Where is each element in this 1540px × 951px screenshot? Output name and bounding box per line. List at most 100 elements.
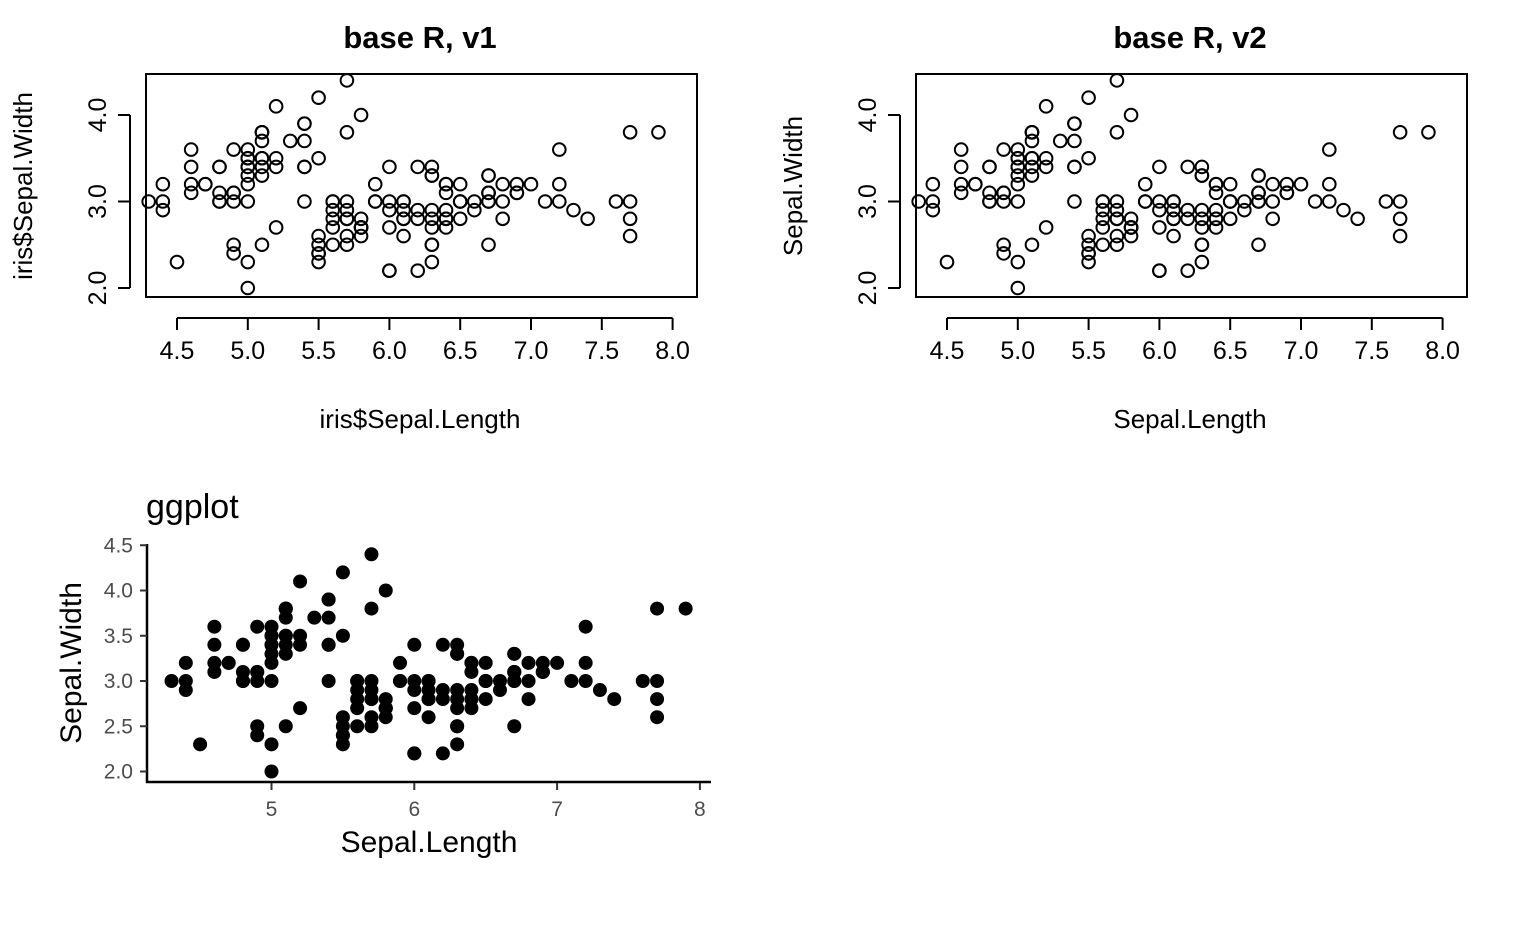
data-point [1237,194,1252,209]
data-point [1038,159,1054,175]
x-tick-label: 7.0 [1284,337,1319,365]
data-point [552,142,567,157]
data-point [226,246,241,261]
data-point [325,211,341,227]
data-point [311,254,326,270]
data-point [450,737,465,752]
data-point [311,237,326,253]
data-point [481,194,496,209]
data-point [1222,176,1238,192]
data-point [1265,176,1280,192]
data-point [1180,159,1196,175]
data-point [1421,125,1436,140]
data-point [1194,254,1210,270]
data-point [1152,194,1167,209]
data-point [321,674,336,688]
data-point [1166,228,1181,244]
chart-title: ggplot [146,488,239,526]
data-point [467,194,482,209]
plot-box [145,73,698,298]
panel-ggplot: ggplot 5 6 7 8 2.0 2.5 3.0 3.5 4.0 4.5 Sepal.Leng… [55,488,711,859]
data-point [1251,237,1266,253]
data-point [382,159,397,175]
data-point [1322,176,1337,192]
data-point [1166,202,1181,218]
data-point [339,211,355,227]
data-point [481,168,496,183]
data-point [325,220,341,235]
data-point [1123,107,1139,123]
data-point [321,637,336,652]
data-point [622,228,638,244]
data-point [580,211,595,227]
data-point [1095,220,1111,235]
data-point [1081,150,1096,166]
data-point [650,674,665,688]
data-point [335,710,350,725]
data-point [1194,237,1210,253]
data-point [578,619,593,634]
data-point [311,90,326,105]
data-point [1067,159,1082,175]
data-point [1208,220,1224,235]
data-point [1180,263,1196,279]
x-tick-label: 8 [694,798,706,821]
y-axis-label: Sepal.Width [778,116,808,256]
data-point [250,619,265,634]
data-point [396,211,411,227]
data-point [435,746,450,761]
data-point [1251,194,1266,209]
data-point [452,176,468,192]
data-point [1293,176,1309,192]
x-tick-label: 7 [551,798,563,821]
data-point [953,185,969,201]
data-point [353,211,369,227]
data-point [207,655,222,670]
data-point [235,637,250,652]
data-point [350,674,365,688]
data-point [410,211,426,227]
data-point [282,133,298,149]
data-point [335,565,350,580]
x-tick-label: 6.5 [1213,337,1248,365]
data-point [438,211,454,227]
data-point [1109,194,1125,209]
x-tick-label: 4.5 [160,337,195,365]
data-point [268,159,284,175]
data-point [155,176,171,192]
data-point [1095,202,1111,218]
chart-title: base R, v2 [1113,20,1266,55]
data-point [278,637,293,652]
data-point [407,637,422,652]
x-tick-label: 6.0 [372,337,407,365]
data-point [608,194,624,209]
data-point [911,194,926,209]
data-point [435,692,450,707]
data-point [507,719,522,734]
x-tick-label: 7.5 [1354,337,1389,365]
data-point [1010,150,1026,166]
data-point [183,142,199,157]
data-point [1279,185,1295,201]
y-tick-label: 3.0 [104,670,133,693]
data-point [278,601,293,616]
data-point [537,194,553,209]
data-point [193,737,208,752]
data-point [622,125,638,140]
data-point [240,176,256,192]
data-point [509,185,525,201]
data-point [240,150,256,166]
data-point [953,142,969,157]
data-point [1038,99,1054,114]
data-point [212,194,227,209]
data-point [396,194,411,209]
data-point [393,674,408,688]
data-point [1010,168,1026,183]
data-point [254,150,270,166]
data-point [1322,194,1337,209]
data-point [1010,280,1026,296]
data-point [364,692,379,707]
y-tick-label: 2.0 [104,761,133,784]
data-point [382,263,397,279]
